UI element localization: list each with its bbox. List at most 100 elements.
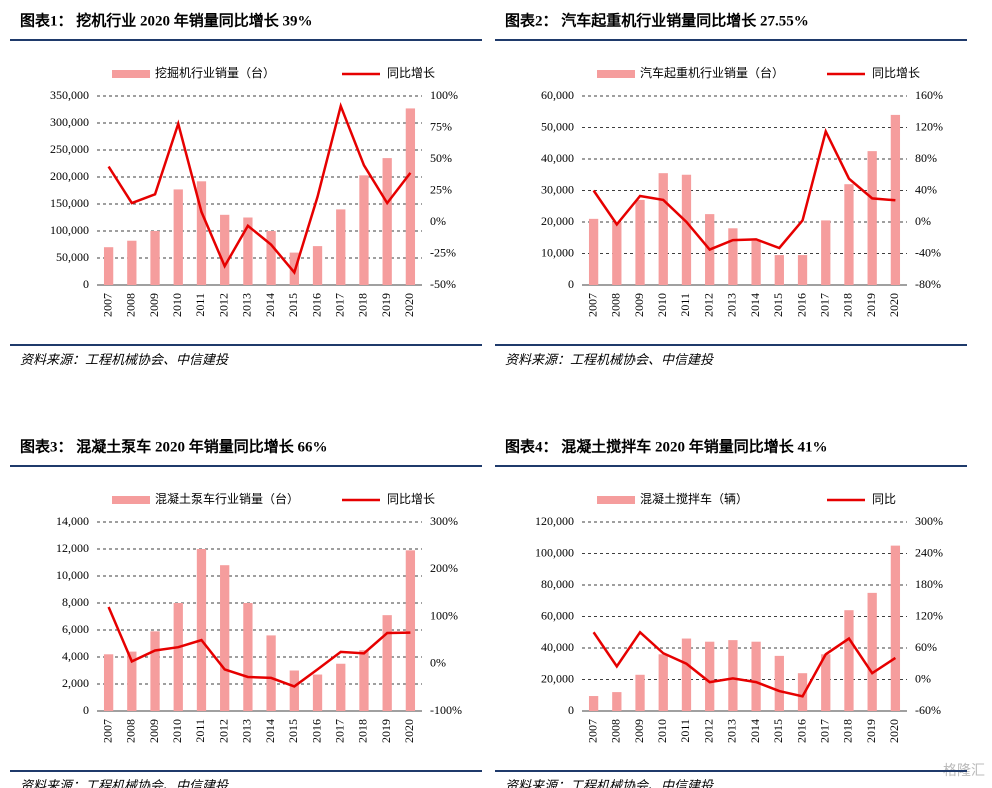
y-tick-label: 2,000 — [62, 676, 89, 690]
bar — [243, 603, 253, 711]
x-tick-label: 2018 — [841, 719, 855, 743]
x-tick-label: 2009 — [147, 719, 161, 743]
bar — [196, 549, 207, 711]
y2-tick-label: -25% — [430, 245, 456, 259]
x-tick-label: 2007 — [100, 293, 114, 317]
bar — [588, 696, 599, 711]
x-tick-label: 2013 — [725, 719, 739, 743]
x-tick-label: 2014 — [263, 293, 277, 317]
bar — [681, 638, 692, 711]
y-tick-label: 6,000 — [62, 622, 89, 636]
y2-tick-label: -80% — [915, 277, 941, 291]
chart-title: 图表1： 挖机行业 2020 年销量同比增长 39% — [20, 11, 313, 29]
y2-tick-label: 120% — [915, 608, 943, 622]
y2-tick-label: 200% — [430, 561, 458, 575]
x-tick-label: 2017 — [333, 719, 347, 743]
x-tick-label: 2010 — [655, 719, 669, 743]
y2-tick-label: -40% — [915, 245, 941, 259]
bar — [312, 246, 323, 285]
x-tick-label: 2013 — [240, 719, 254, 743]
bar — [728, 640, 738, 711]
y2-tick-label: 60% — [915, 640, 937, 654]
legend-label: 同比增长 — [387, 492, 435, 506]
x-tick-label: 2017 — [818, 719, 832, 743]
bar — [266, 231, 276, 285]
bar — [635, 199, 645, 285]
y2-tick-label: -50% — [430, 277, 456, 291]
legend-label: 混凝土搅拌车（辆） — [640, 491, 748, 506]
x-tick-label: 2012 — [216, 293, 230, 317]
bar — [705, 641, 715, 711]
bar — [103, 247, 114, 285]
y2-tick-label: 50% — [430, 151, 452, 165]
y-tick-label: 30,000 — [541, 182, 574, 196]
bar — [774, 255, 784, 285]
bar — [821, 220, 831, 285]
x-tick-label: 2010 — [170, 293, 184, 317]
x-tick-label: 2015 — [286, 293, 300, 317]
bar — [658, 654, 668, 711]
bar — [243, 217, 253, 285]
legend-swatch — [112, 70, 150, 78]
bar — [336, 209, 346, 285]
y-tick-label: 0 — [83, 703, 89, 717]
legend-swatch — [597, 70, 635, 78]
y2-tick-label: 100% — [430, 88, 458, 102]
x-tick-label: 2011 — [678, 719, 692, 743]
y2-tick-label: 120% — [915, 119, 943, 133]
x-tick-label: 2016 — [794, 719, 808, 743]
y-tick-label: 0 — [568, 277, 574, 291]
x-tick-label: 2019 — [379, 293, 393, 317]
bar — [312, 674, 323, 711]
x-tick-label: 2011 — [193, 293, 207, 317]
y2-tick-label: 0% — [430, 214, 446, 228]
bar — [405, 550, 416, 711]
y2-tick-label: 100% — [430, 608, 458, 622]
bar — [612, 692, 622, 711]
y-tick-label: 150,000 — [50, 196, 89, 210]
bar — [797, 255, 808, 285]
y-tick-label: 200,000 — [50, 169, 89, 183]
y-tick-label: 50,000 — [56, 250, 89, 264]
x-tick-label: 2008 — [609, 293, 623, 317]
y-tick-label: 14,000 — [56, 514, 89, 528]
y-tick-label: 60,000 — [541, 608, 574, 622]
bar — [890, 545, 901, 711]
x-tick-label: 2009 — [147, 293, 161, 317]
legend-label: 同比 — [872, 492, 896, 506]
x-tick-label: 2016 — [309, 293, 323, 317]
bar — [150, 631, 160, 711]
x-tick-label: 2020 — [402, 719, 416, 743]
x-tick-label: 2018 — [356, 719, 370, 743]
bar — [382, 158, 392, 285]
source: 资料来源：工程机械协会、中信建投 — [505, 352, 714, 367]
y2-tick-label: -60% — [915, 703, 941, 717]
x-tick-label: 2015 — [286, 719, 300, 743]
growth-line — [592, 127, 896, 252]
bar — [405, 108, 416, 285]
x-tick-label: 2017 — [333, 293, 347, 317]
y2-tick-label: 300% — [430, 514, 458, 528]
x-tick-label: 2009 — [632, 293, 646, 317]
legend-label: 混凝土泵车行业销量（台） — [155, 491, 299, 506]
x-tick-label: 2018 — [356, 293, 370, 317]
source: 资料来源：工程机械协会、中信建投 — [20, 352, 229, 367]
chart-title: 图表3： 混凝土泵车 2020 年销量同比增长 66% — [20, 437, 328, 455]
x-tick-label: 2011 — [678, 293, 692, 317]
bar — [359, 175, 369, 285]
bar — [150, 231, 160, 285]
legend-label: 挖掘机行业销量（台） — [155, 65, 275, 80]
y-tick-label: 0 — [568, 703, 574, 717]
x-tick-label: 2008 — [124, 719, 138, 743]
x-tick-label: 2013 — [240, 293, 254, 317]
x-tick-label: 2014 — [748, 293, 762, 317]
x-tick-label: 2016 — [309, 719, 323, 743]
bar — [173, 189, 183, 285]
x-tick-label: 2008 — [124, 293, 138, 317]
bar — [127, 651, 137, 711]
x-tick-label: 2007 — [585, 293, 599, 317]
y-tick-label: 350,000 — [50, 88, 89, 102]
bar — [728, 228, 738, 285]
legend-label: 汽车起重机行业销量（台） — [640, 65, 784, 80]
y2-tick-label: 0% — [430, 656, 446, 670]
